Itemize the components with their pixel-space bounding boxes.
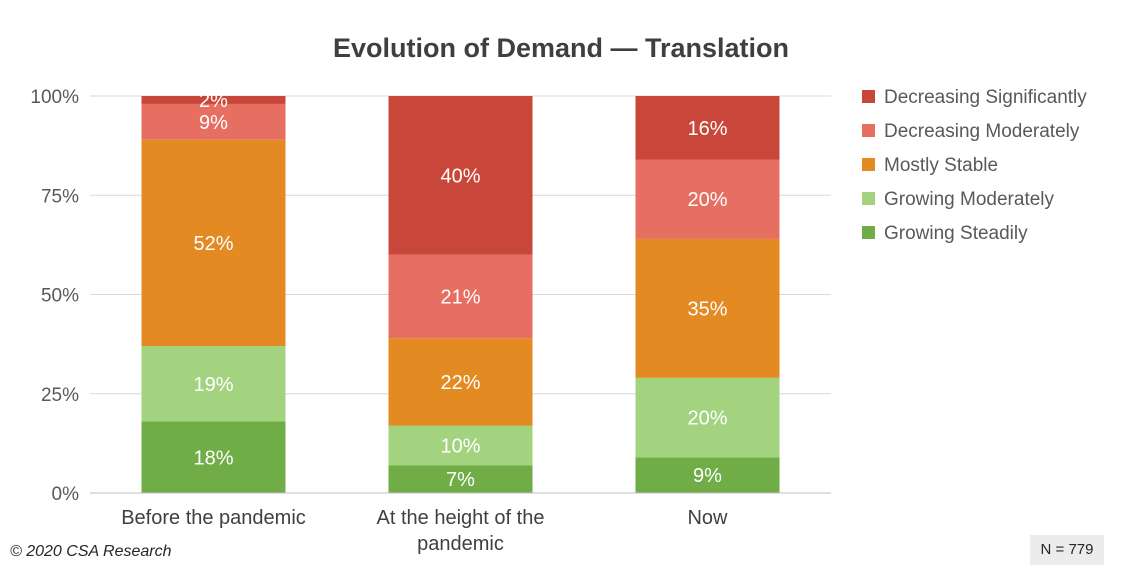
bar-segment xyxy=(141,103,286,140)
bars: 18%19%52%9%2%7%10%22%21%40%9%20%35%20%16… xyxy=(141,90,780,493)
x-tick-label: Before the pandemic xyxy=(121,507,306,529)
legend-label: Mostly Stable xyxy=(884,155,998,176)
bar-segment xyxy=(388,465,533,493)
bar-segment xyxy=(635,238,780,378)
data-label: 19% xyxy=(193,374,233,396)
legend-label: Decreasing Moderately xyxy=(884,121,1080,142)
data-label: 21% xyxy=(440,286,480,308)
y-tick-label: 0% xyxy=(52,484,80,505)
data-label: 20% xyxy=(687,408,727,430)
bar-segment xyxy=(388,425,533,466)
x-tick-label-line: At the height of the xyxy=(377,507,545,529)
bar-segment xyxy=(635,96,780,160)
bar-segment xyxy=(141,421,286,493)
x-tick-label: Now xyxy=(687,507,728,529)
data-label: 7% xyxy=(446,469,475,491)
bar-segment xyxy=(388,254,533,339)
sample-size-badge: N = 779 xyxy=(1030,535,1104,565)
y-tick-label: 75% xyxy=(41,186,79,207)
copyright-text: © 2020 CSA Research xyxy=(10,543,172,560)
data-label: 52% xyxy=(193,233,233,255)
data-label: 10% xyxy=(440,435,480,457)
data-label: 2% xyxy=(199,90,228,112)
bar-segment xyxy=(141,139,286,347)
legend-swatch xyxy=(862,158,875,171)
legend-label: Growing Steadily xyxy=(884,223,1028,244)
y-tick-label: 100% xyxy=(30,87,79,108)
legend-swatch xyxy=(862,192,875,205)
data-label: 9% xyxy=(693,465,722,487)
legend-label: Decreasing Significantly xyxy=(884,87,1087,108)
bar-segment xyxy=(635,457,780,493)
bar-segment xyxy=(141,96,286,104)
legend: Decreasing Significantly Decreasing Moder… xyxy=(862,87,1087,244)
x-tick-label: At the height of the pandemic xyxy=(377,507,545,555)
data-label: 9% xyxy=(199,112,228,134)
legend-swatch xyxy=(862,124,875,137)
data-label: 40% xyxy=(440,165,480,187)
bar-segment xyxy=(141,346,286,422)
y-tick-label: 25% xyxy=(41,385,79,406)
data-label: 16% xyxy=(687,118,727,140)
data-label: 22% xyxy=(440,372,480,394)
x-tick-label-line: Before the pandemic xyxy=(121,507,306,529)
x-tick-label-line: Now xyxy=(687,507,728,529)
data-label: 35% xyxy=(687,298,727,320)
y-tick-label: 50% xyxy=(41,286,79,307)
x-axis: Before the pandemic At the height of the p… xyxy=(90,492,831,555)
legend-label: Growing Moderately xyxy=(884,189,1055,210)
bar-segment xyxy=(635,377,780,458)
chart-title: Evolution of Demand — Translation xyxy=(333,33,789,63)
legend-swatch xyxy=(862,226,875,239)
bar-segment xyxy=(388,338,533,426)
data-label: 18% xyxy=(193,447,233,469)
bar-segment xyxy=(635,159,780,239)
legend-swatch xyxy=(862,90,875,103)
data-label: 20% xyxy=(687,189,727,211)
x-tick-label-line: pandemic xyxy=(417,533,504,555)
bar-segment xyxy=(388,96,533,255)
y-axis: 0% 25% 50% 75% 100% xyxy=(30,87,79,505)
